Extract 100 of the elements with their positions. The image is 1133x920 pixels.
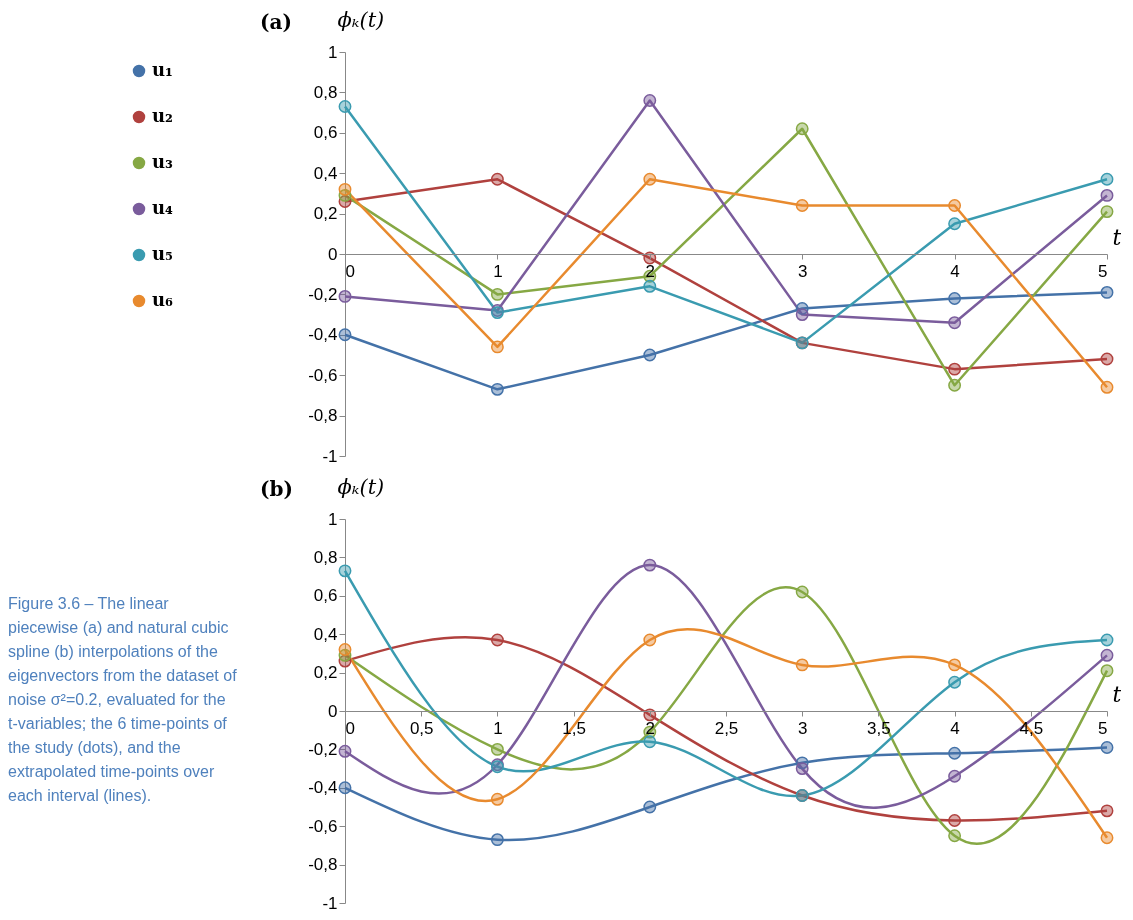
point bbox=[795, 658, 809, 672]
point bbox=[948, 746, 962, 760]
y-tick-label: 0 bbox=[328, 701, 338, 721]
point bbox=[338, 328, 352, 342]
point bbox=[1100, 804, 1114, 818]
x-tick-label: 1 bbox=[493, 261, 503, 281]
legend-label: u₂ bbox=[152, 105, 173, 126]
y-tick-label: 1 bbox=[328, 509, 338, 529]
x-tick-label: 0 bbox=[345, 718, 355, 738]
point bbox=[948, 362, 962, 376]
point bbox=[338, 182, 352, 196]
y-tick-label: -0,2 bbox=[308, 284, 338, 304]
y-axis-title: ϕₖ(t) bbox=[337, 7, 385, 32]
y-tick-label: 0,2 bbox=[313, 204, 338, 224]
point bbox=[948, 829, 962, 843]
point bbox=[643, 279, 657, 293]
text: Figure 3.6 – The linear piecewise (a) and natural cubic spline (b) interpolations of the eigenvectors from the dataset of noise σ²=0.2, evaluated for the t-variables; the 6 time-points of the study (dots), and the extrapolated time-points over each interval (lines). bbox=[8, 595, 237, 804]
point bbox=[338, 744, 352, 758]
point bbox=[1100, 633, 1114, 647]
point bbox=[338, 564, 352, 578]
x-tick-label: 3 bbox=[797, 261, 808, 281]
x-tick-label: 1 bbox=[493, 718, 503, 738]
point bbox=[795, 122, 809, 136]
point bbox=[1100, 285, 1114, 299]
point bbox=[490, 792, 504, 806]
y-tick-label: -0,8 bbox=[308, 855, 338, 875]
point bbox=[643, 735, 657, 749]
x-tick-label: 2,5 bbox=[714, 718, 739, 738]
point bbox=[490, 340, 504, 354]
point bbox=[948, 217, 962, 231]
point bbox=[490, 287, 504, 301]
point bbox=[338, 781, 352, 795]
y-tick-label: 0,8 bbox=[313, 547, 338, 567]
y-tick-label: -0,8 bbox=[308, 406, 338, 426]
point bbox=[948, 658, 962, 672]
point bbox=[643, 633, 657, 647]
x-tick-label: 4 bbox=[950, 261, 960, 281]
point bbox=[795, 308, 809, 322]
y-tick-label: -1 bbox=[322, 446, 338, 466]
chart-title: (b) bbox=[260, 477, 293, 501]
legend-label: u₄ bbox=[152, 197, 174, 218]
y-tick-label: -1 bbox=[322, 893, 338, 913]
point bbox=[948, 814, 962, 827]
x-tick-label: 2 bbox=[645, 718, 656, 738]
y-tick-label: 0,4 bbox=[313, 624, 338, 644]
point bbox=[490, 633, 504, 647]
point bbox=[643, 172, 657, 186]
y-tick-label: 0,8 bbox=[313, 82, 338, 102]
legend-label: u₅ bbox=[152, 243, 174, 264]
point bbox=[948, 675, 962, 689]
x-tick-label: 0 bbox=[345, 261, 355, 281]
y-tick-label: -0,6 bbox=[308, 816, 338, 836]
point bbox=[490, 382, 504, 396]
y-tick-label: -0,6 bbox=[308, 365, 338, 385]
point bbox=[643, 348, 657, 362]
y-axis-title: ϕₖ(t) bbox=[337, 474, 385, 499]
point bbox=[948, 199, 962, 212]
point bbox=[1100, 831, 1114, 845]
point bbox=[948, 378, 962, 392]
legend-label: u₆ bbox=[152, 289, 174, 310]
x-axis-title: t bbox=[1112, 224, 1122, 250]
point bbox=[643, 800, 657, 814]
point bbox=[1100, 741, 1114, 754]
y-tick-label: -0,2 bbox=[308, 739, 338, 759]
y-tick-label: 0 bbox=[328, 244, 338, 264]
point bbox=[490, 172, 504, 186]
point bbox=[1100, 352, 1114, 366]
point bbox=[643, 558, 657, 572]
point bbox=[795, 199, 809, 212]
point bbox=[795, 585, 809, 599]
x-tick-label: 5 bbox=[1098, 718, 1108, 738]
point bbox=[948, 316, 962, 330]
point bbox=[1100, 648, 1114, 662]
point bbox=[1100, 205, 1114, 219]
point bbox=[948, 292, 962, 305]
y-tick-label: 0,6 bbox=[313, 123, 338, 143]
point bbox=[490, 742, 504, 756]
point bbox=[1100, 380, 1114, 394]
y-tick-label: 1 bbox=[328, 42, 338, 62]
point bbox=[338, 643, 352, 656]
y-tick-label: -0,4 bbox=[308, 325, 338, 345]
point bbox=[490, 833, 504, 847]
x-tick-label: 0,5 bbox=[409, 718, 434, 738]
x-tick-label: 5 bbox=[1098, 261, 1108, 281]
y-tick-label: 0,6 bbox=[313, 586, 338, 606]
point bbox=[643, 708, 657, 722]
y-tick-label: -0,4 bbox=[308, 778, 338, 798]
x-tick-label: 4 bbox=[950, 718, 960, 738]
y-tick-label: 0,4 bbox=[313, 163, 338, 183]
point bbox=[795, 762, 809, 776]
point bbox=[338, 100, 352, 113]
legend-label: u₃ bbox=[152, 151, 174, 172]
legend-label: u₁ bbox=[152, 59, 173, 80]
x-tick-label: 3 bbox=[797, 718, 808, 738]
x-axis-title: t bbox=[1112, 681, 1122, 707]
point bbox=[1100, 664, 1114, 678]
y-tick-label: 0,2 bbox=[313, 663, 338, 683]
x-tick-label: 2 bbox=[645, 261, 656, 281]
point bbox=[948, 769, 962, 783]
chart-title: (a) bbox=[260, 10, 292, 34]
